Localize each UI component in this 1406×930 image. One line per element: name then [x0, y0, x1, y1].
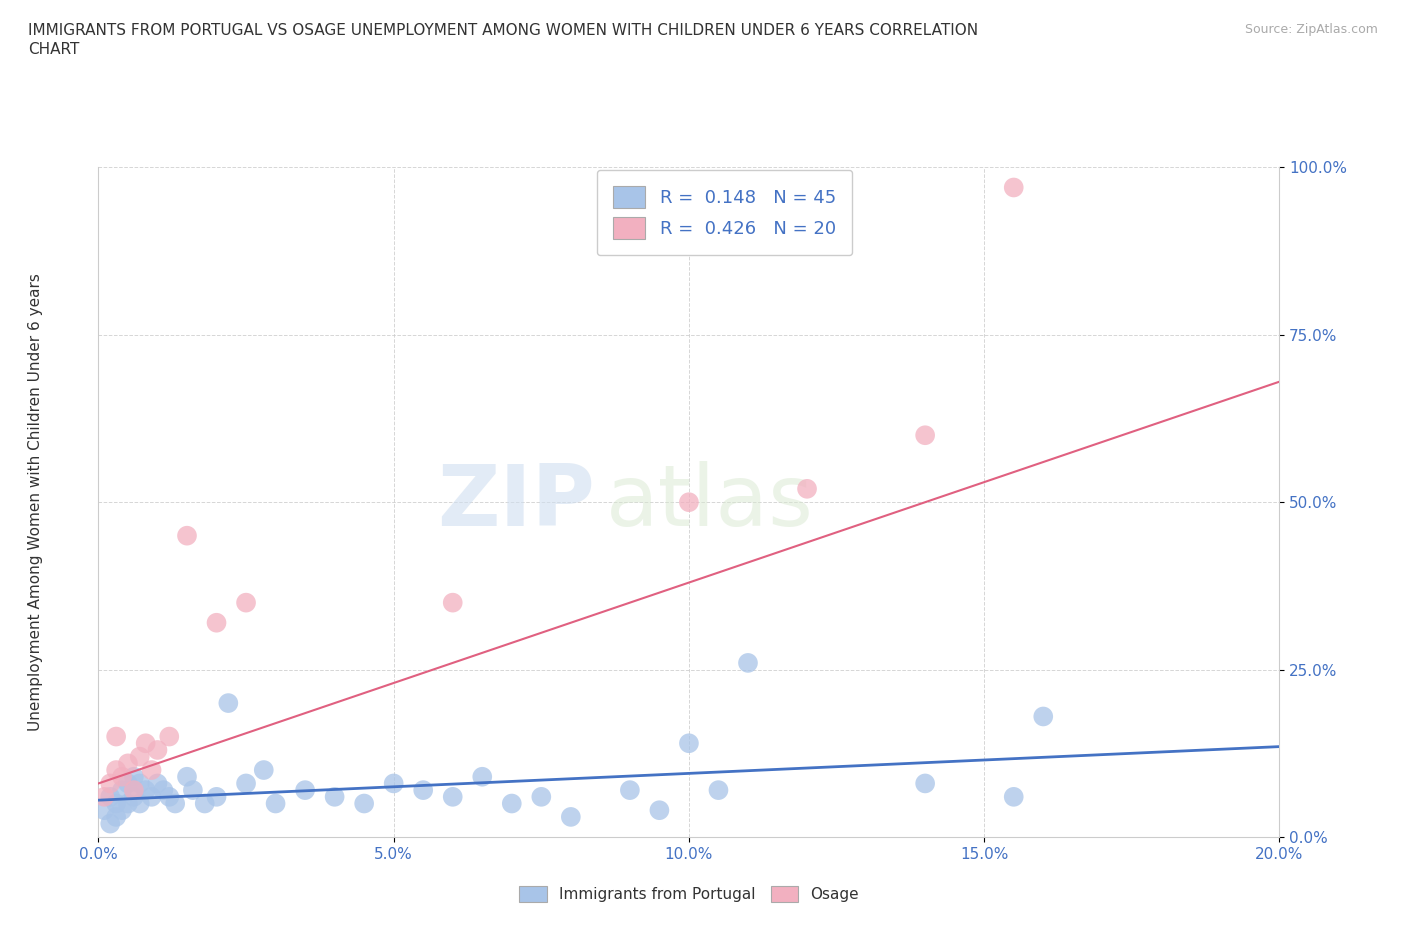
Point: [141, 790, 163, 804]
Point: [235, 776, 257, 790]
Point: [471, 769, 494, 784]
Point: [111, 783, 134, 798]
Point: [105, 763, 128, 777]
Point: [441, 790, 464, 804]
Point: [98, 776, 121, 790]
Point: [122, 769, 145, 784]
Text: CHART: CHART: [28, 42, 80, 57]
Point: [796, 482, 818, 497]
Point: [105, 729, 128, 744]
Point: [135, 736, 157, 751]
Point: [737, 656, 759, 671]
Point: [117, 756, 139, 771]
Text: atlas: atlas: [606, 460, 814, 544]
Point: [914, 776, 936, 790]
Point: [181, 783, 204, 798]
Point: [264, 796, 287, 811]
Point: [105, 809, 128, 824]
Point: [323, 790, 346, 804]
Point: [648, 803, 671, 817]
Point: [217, 696, 239, 711]
Point: [111, 803, 134, 817]
Point: [205, 616, 228, 631]
Point: [93, 790, 115, 804]
Point: [146, 742, 169, 757]
Point: [122, 783, 145, 798]
Point: [176, 769, 198, 784]
Point: [353, 796, 375, 811]
Point: [135, 783, 157, 798]
Point: [382, 776, 405, 790]
Point: [235, 595, 257, 610]
Point: [707, 783, 730, 798]
Point: [146, 776, 169, 790]
Point: [157, 729, 180, 744]
Point: [128, 776, 150, 790]
Point: [128, 750, 150, 764]
Point: [93, 803, 115, 817]
Legend: Immigrants from Portugal, Osage: Immigrants from Portugal, Osage: [512, 879, 866, 910]
Point: [1032, 709, 1054, 724]
Text: Unemployment Among Women with Children Under 6 years: Unemployment Among Women with Children U…: [28, 273, 42, 731]
Point: [117, 776, 139, 790]
Point: [141, 763, 163, 777]
Point: [128, 796, 150, 811]
Point: [678, 495, 700, 510]
Point: [111, 769, 134, 784]
Text: IMMIGRANTS FROM PORTUGAL VS OSAGE UNEMPLOYMENT AMONG WOMEN WITH CHILDREN UNDER 6: IMMIGRANTS FROM PORTUGAL VS OSAGE UNEMPL…: [28, 23, 979, 38]
Point: [294, 783, 316, 798]
Text: ZIP: ZIP: [437, 460, 595, 544]
Point: [98, 790, 121, 804]
Point: [105, 796, 128, 811]
Point: [560, 809, 582, 824]
Point: [157, 790, 180, 804]
Point: [152, 783, 174, 798]
Point: [122, 790, 145, 804]
Point: [117, 796, 139, 811]
Point: [205, 790, 228, 804]
Point: [253, 763, 276, 777]
Point: [914, 428, 936, 443]
Text: Source: ZipAtlas.com: Source: ZipAtlas.com: [1244, 23, 1378, 36]
Point: [412, 783, 434, 798]
Point: [619, 783, 641, 798]
Point: [530, 790, 553, 804]
Point: [194, 796, 217, 811]
Point: [98, 817, 121, 831]
Point: [1002, 180, 1025, 195]
Point: [501, 796, 523, 811]
Point: [165, 796, 187, 811]
Point: [176, 528, 198, 543]
Point: [1002, 790, 1025, 804]
Point: [678, 736, 700, 751]
Point: [441, 595, 464, 610]
